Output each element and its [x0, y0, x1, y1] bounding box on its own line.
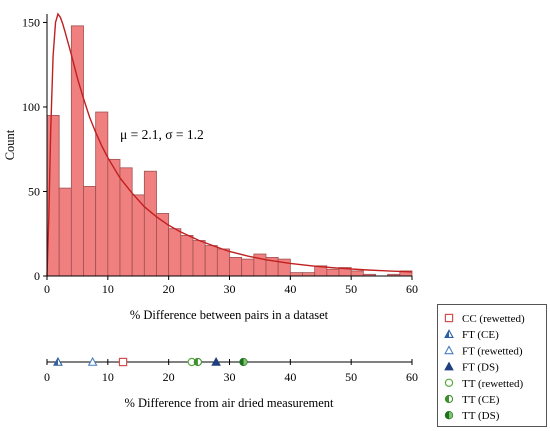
- legend-svg: CC (rewetted) FT (CE) FT (rewetted) FT (DS)…: [444, 313, 525, 422]
- histogram-bar: [107, 158, 121, 277]
- hist-x-axis-label: % Difference between pairs in a dataset: [130, 308, 329, 322]
- histogram-bar: [289, 272, 303, 277]
- histogram-bars: [46, 25, 413, 277]
- difference-strip-chart: 0 10 20 30 40 50 60 % Difference from air drie…: [44, 356, 418, 410]
- hist-x-tick-label: 0: [44, 282, 50, 296]
- histogram-chart: 0 10 20 30 40 50 60 0 50 100 150 μ = 2.1, σ = 1.2…: [3, 12, 418, 322]
- hist-y-axis-label: Count: [3, 129, 17, 160]
- histogram-bar: [180, 235, 194, 277]
- hist-x-ticks: 0 10 20 30 40 50 60: [44, 276, 418, 296]
- strip-marker: [87, 356, 98, 366]
- histogram-bar: [326, 268, 340, 277]
- histogram-bar: [119, 167, 133, 277]
- legend-label: FT (CE): [462, 329, 499, 341]
- strip-x-axis-label: % Difference from air dried measurement: [124, 396, 334, 410]
- histogram-bar: [168, 228, 182, 277]
- legend: CC (rewetted) FT (CE) FT (rewetted) FT (DS)…: [437, 304, 547, 427]
- strip-x-tick-label: 10: [102, 370, 114, 384]
- legend-label: TT (DS): [462, 410, 500, 422]
- strip-x-tick-label: 60: [406, 370, 418, 384]
- lognormal-fit-curve: [46, 12, 413, 277]
- legend-marker: [444, 411, 454, 420]
- hist-y-tick-label: 100: [22, 100, 40, 114]
- histogram-bar: [241, 258, 255, 277]
- histogram-bar: [192, 240, 206, 277]
- strip-marker: [118, 357, 128, 367]
- strip-x-tick-label: 50: [345, 370, 357, 384]
- legend-marker: [444, 394, 454, 404]
- legend-marker: [444, 329, 454, 338]
- legend-marker: [444, 378, 454, 388]
- hist-y-tick-label: 50: [28, 184, 40, 198]
- histogram-bar: [156, 213, 170, 277]
- histogram-bar: [350, 270, 364, 277]
- hist-x-tick-label: 60: [406, 282, 418, 296]
- legend-label: FT (DS): [462, 362, 499, 374]
- histogram-bar: [204, 245, 218, 277]
- legend-label: TT (rewetted): [462, 378, 524, 390]
- histogram-bar: [58, 187, 72, 277]
- histogram-bar: [302, 272, 316, 277]
- hist-x-tick-label: 30: [224, 282, 236, 296]
- legend-label: CC (rewetted): [462, 313, 525, 325]
- hist-y-tick-label: 0: [34, 269, 40, 283]
- hist-x-tick-label: 40: [284, 282, 296, 296]
- histogram-bar: [83, 186, 97, 277]
- strip-x-tick-label: 20: [163, 370, 175, 384]
- strip-x-ticks: 0 10 20 30 40 50 60: [44, 359, 418, 384]
- strip-marker: [53, 356, 63, 366]
- strip-marker: [239, 357, 248, 367]
- legend-marker: [444, 313, 454, 323]
- strip-x-tick-label: 40: [284, 370, 296, 384]
- strip-markers: [53, 356, 248, 367]
- hist-x-tick-label: 10: [102, 282, 114, 296]
- strip-marker: [193, 357, 203, 367]
- histogram-bar: [229, 257, 243, 277]
- hist-y-tick-label: 150: [22, 15, 40, 29]
- hist-y-ticks: 0 50 100 150: [22, 15, 47, 283]
- histogram-bar: [143, 170, 157, 277]
- legend-label: TT (CE): [462, 394, 500, 406]
- legend-marker: [444, 345, 454, 355]
- legend-marker: [444, 361, 454, 371]
- histogram-bar: [216, 248, 230, 277]
- legend-label: FT (rewetted): [462, 345, 523, 357]
- hist-x-tick-label: 20: [163, 282, 175, 296]
- histogram-bar: [131, 194, 145, 277]
- strip-marker: [211, 357, 221, 366]
- strip-x-tick-label: 0: [44, 370, 50, 384]
- hist-annotation: μ = 2.1, σ = 1.2: [120, 127, 204, 142]
- strip-x-tick-label: 30: [224, 370, 236, 384]
- hist-x-tick-label: 50: [345, 282, 357, 296]
